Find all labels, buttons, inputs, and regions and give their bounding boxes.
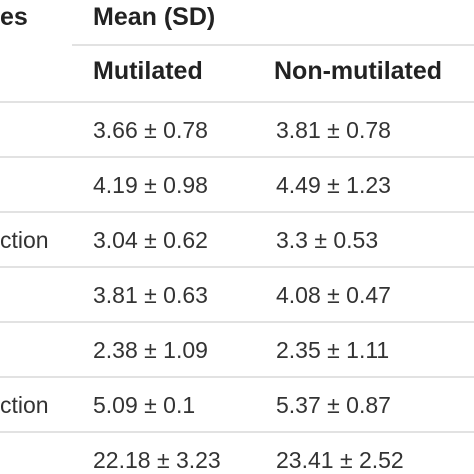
row-divider — [0, 101, 474, 103]
cell-non-mutilated: 5.37 ± 0.87 — [276, 392, 391, 418]
header-label-cell: es — [0, 3, 28, 31]
cell-non-mutilated: 4.08 ± 0.47 — [276, 282, 391, 308]
cell-mutilated: 3.66 ± 0.78 — [93, 117, 208, 143]
cell-non-mutilated: 4.49 ± 1.23 — [276, 172, 391, 198]
cell-non-mutilated: 3.3 ± 0.53 — [276, 227, 379, 253]
cell-mutilated: 2.38 ± 1.09 — [93, 337, 208, 363]
row-divider — [0, 156, 474, 158]
row-divider — [0, 266, 474, 268]
header-divider — [72, 44, 474, 46]
row-divider — [0, 376, 474, 378]
row-label: ction — [0, 227, 49, 253]
cell-non-mutilated: 2.35 ± 1.11 — [276, 337, 390, 363]
header-mutilated: Mutilated — [93, 57, 203, 85]
cell-mutilated: 5.09 ± 0.1 — [93, 392, 196, 418]
cell-mutilated: 4.19 ± 0.98 — [93, 172, 208, 198]
header-non-mutilated: Non-mutilated — [274, 57, 443, 85]
cell-mutilated: 3.04 ± 0.62 — [93, 227, 208, 253]
header-group-mean-sd: Mean (SD) — [93, 3, 216, 31]
row-divider — [0, 431, 474, 433]
cell-mutilated: 22.18 ± 3.23 — [93, 447, 221, 473]
row-label: ction — [0, 392, 49, 418]
row-divider — [0, 321, 474, 323]
cell-mutilated: 3.81 ± 0.63 — [93, 282, 208, 308]
cell-non-mutilated: 23.41 ± 2.52 — [276, 447, 404, 473]
row-divider — [0, 211, 474, 213]
cell-non-mutilated: 3.81 ± 0.78 — [276, 117, 391, 143]
